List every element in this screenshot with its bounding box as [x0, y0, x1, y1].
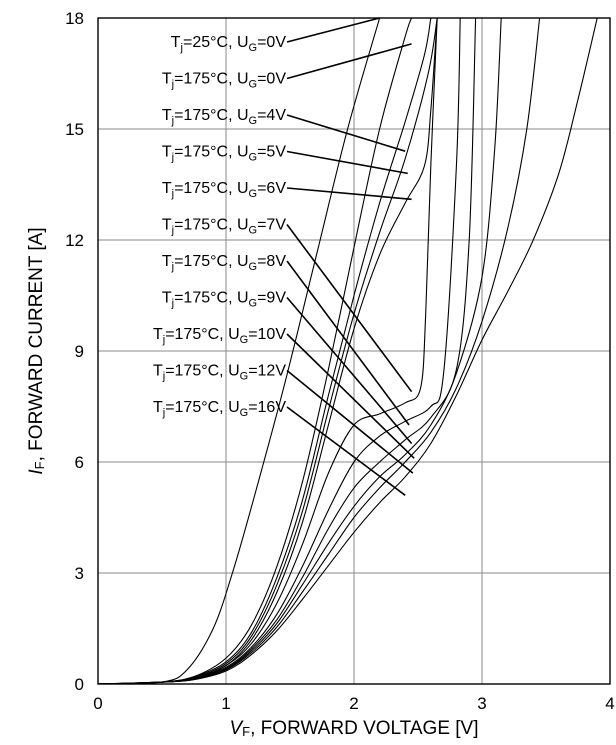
- series-label-7: Tj=175°C, UG=9V: [162, 290, 286, 310]
- series-line-2: [97, 17, 432, 685]
- series-label-1: Tj=175°C, UG=0V: [162, 71, 286, 91]
- series-leader-3: [286, 150, 408, 175]
- series-leader-0: [286, 17, 380, 43]
- x-tick-label-3: 3: [477, 694, 486, 713]
- y-tick-label-3: 9: [75, 342, 84, 361]
- label-leader-lines: [286, 17, 415, 496]
- x-tick-label-1: 1: [221, 694, 230, 713]
- series-label-2: Tj=175°C, UG=4V: [162, 107, 286, 127]
- series-line-3: [97, 17, 438, 685]
- series-label-6: Tj=175°C, UG=8V: [162, 253, 286, 273]
- series-leader-7: [286, 296, 413, 445]
- x-tick-label-2: 2: [349, 694, 358, 713]
- y-tick-label-0: 0: [75, 675, 84, 694]
- series-line-0: [97, 17, 381, 685]
- series-line-10: [97, 17, 598, 685]
- series-label-4: Tj=175°C, UG=6V: [162, 180, 286, 200]
- series-leader-10: [286, 406, 406, 496]
- series-leader-8: [286, 333, 415, 459]
- series-label-9: Tj=175°C, UG=12V: [153, 363, 286, 383]
- x-tick-label-0: 0: [93, 694, 102, 713]
- plot-frame: [97, 17, 611, 685]
- series-leader-9: [286, 369, 414, 474]
- y-tick-labels: 0 3 6 9 12 15 18: [65, 9, 84, 694]
- series-curves: [97, 17, 598, 685]
- series-line-5: [97, 17, 438, 685]
- y-tick-label-5: 15: [65, 120, 84, 139]
- x-tick-labels: 0 1 2 3 4: [93, 694, 614, 713]
- series-leader-6: [286, 260, 410, 426]
- series-leader-2: [286, 114, 406, 152]
- series-labels: Tj=25°C, UG=0V Tj=175°C, UG=0V Tj=175°C, U…: [153, 34, 286, 419]
- x-tick-label-4: 4: [605, 694, 614, 713]
- series-leader-5: [286, 224, 413, 393]
- y-tick-label-2: 6: [75, 453, 84, 472]
- series-line-6: [97, 17, 461, 685]
- x-axis-title: VF, FORWARD VOLTAGE [V]: [229, 718, 478, 739]
- series-label-0: Tj=25°C, UG=0V: [171, 34, 287, 54]
- y-tick-label-6: 18: [65, 9, 84, 28]
- series-leader-4: [286, 187, 412, 201]
- y-axis-title: IF, FORWARD CURRENT [A]: [26, 227, 47, 474]
- series-line-9: [97, 17, 541, 685]
- series-label-3: Tj=175°C, UG=5V: [162, 144, 286, 164]
- series-label-10: Tj=175°C, UG=16V: [153, 399, 286, 419]
- series-leader-1: [286, 43, 412, 80]
- y-tick-label-1: 3: [75, 564, 84, 583]
- y-tick-label-4: 12: [65, 231, 84, 250]
- series-label-8: Tj=175°C, UG=10V: [153, 326, 286, 346]
- series-label-5: Tj=175°C, UG=7V: [162, 217, 286, 237]
